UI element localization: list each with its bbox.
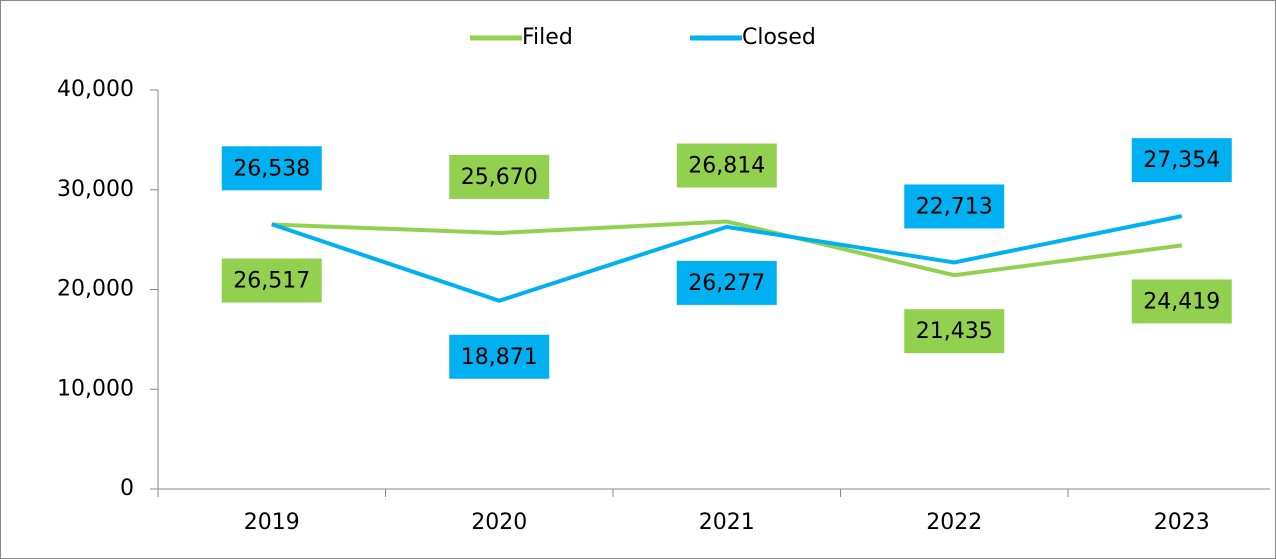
x-tick-label: 2021 bbox=[699, 510, 755, 535]
data-label: 26,277 bbox=[688, 271, 765, 296]
data-label-box bbox=[904, 309, 1005, 354]
line bbox=[271, 219, 1183, 278]
data-label-box bbox=[221, 146, 322, 191]
data-label-box bbox=[449, 334, 550, 379]
data-label: 25,670 bbox=[461, 165, 538, 190]
y-tick-label: 20,000 bbox=[57, 277, 134, 302]
data-label-box bbox=[1131, 279, 1232, 324]
data-label-box bbox=[676, 143, 777, 188]
x-tick-label: 2019 bbox=[244, 510, 300, 535]
data-label-box bbox=[904, 184, 1005, 229]
data-label: 26,517 bbox=[233, 268, 310, 293]
data-label-box bbox=[221, 258, 322, 303]
y-tick-label: 30,000 bbox=[57, 177, 134, 202]
legend-label: Closed bbox=[742, 25, 816, 50]
data-label: 22,713 bbox=[916, 194, 993, 219]
data-label-box bbox=[676, 260, 777, 305]
data-label-box bbox=[449, 154, 550, 199]
x-tick-label: 2022 bbox=[926, 510, 982, 535]
y-tick-label: 10,000 bbox=[57, 376, 134, 401]
x-tick-label: 2023 bbox=[1154, 510, 1210, 535]
data-label: 18,871 bbox=[461, 345, 538, 370]
data-label: 21,435 bbox=[916, 319, 993, 344]
data-label: 24,419 bbox=[1143, 289, 1220, 314]
data-label: 26,538 bbox=[233, 156, 310, 181]
data-label: 26,814 bbox=[688, 154, 765, 179]
data-label-box bbox=[1131, 138, 1232, 183]
y-tick-label: 0 bbox=[120, 476, 134, 501]
x-tick-label: 2020 bbox=[471, 510, 527, 535]
data-label: 27,354 bbox=[1143, 148, 1220, 173]
line bbox=[271, 214, 1183, 303]
y-tick-label: 40,000 bbox=[57, 77, 134, 102]
legend-label: Filed bbox=[522, 25, 573, 50]
